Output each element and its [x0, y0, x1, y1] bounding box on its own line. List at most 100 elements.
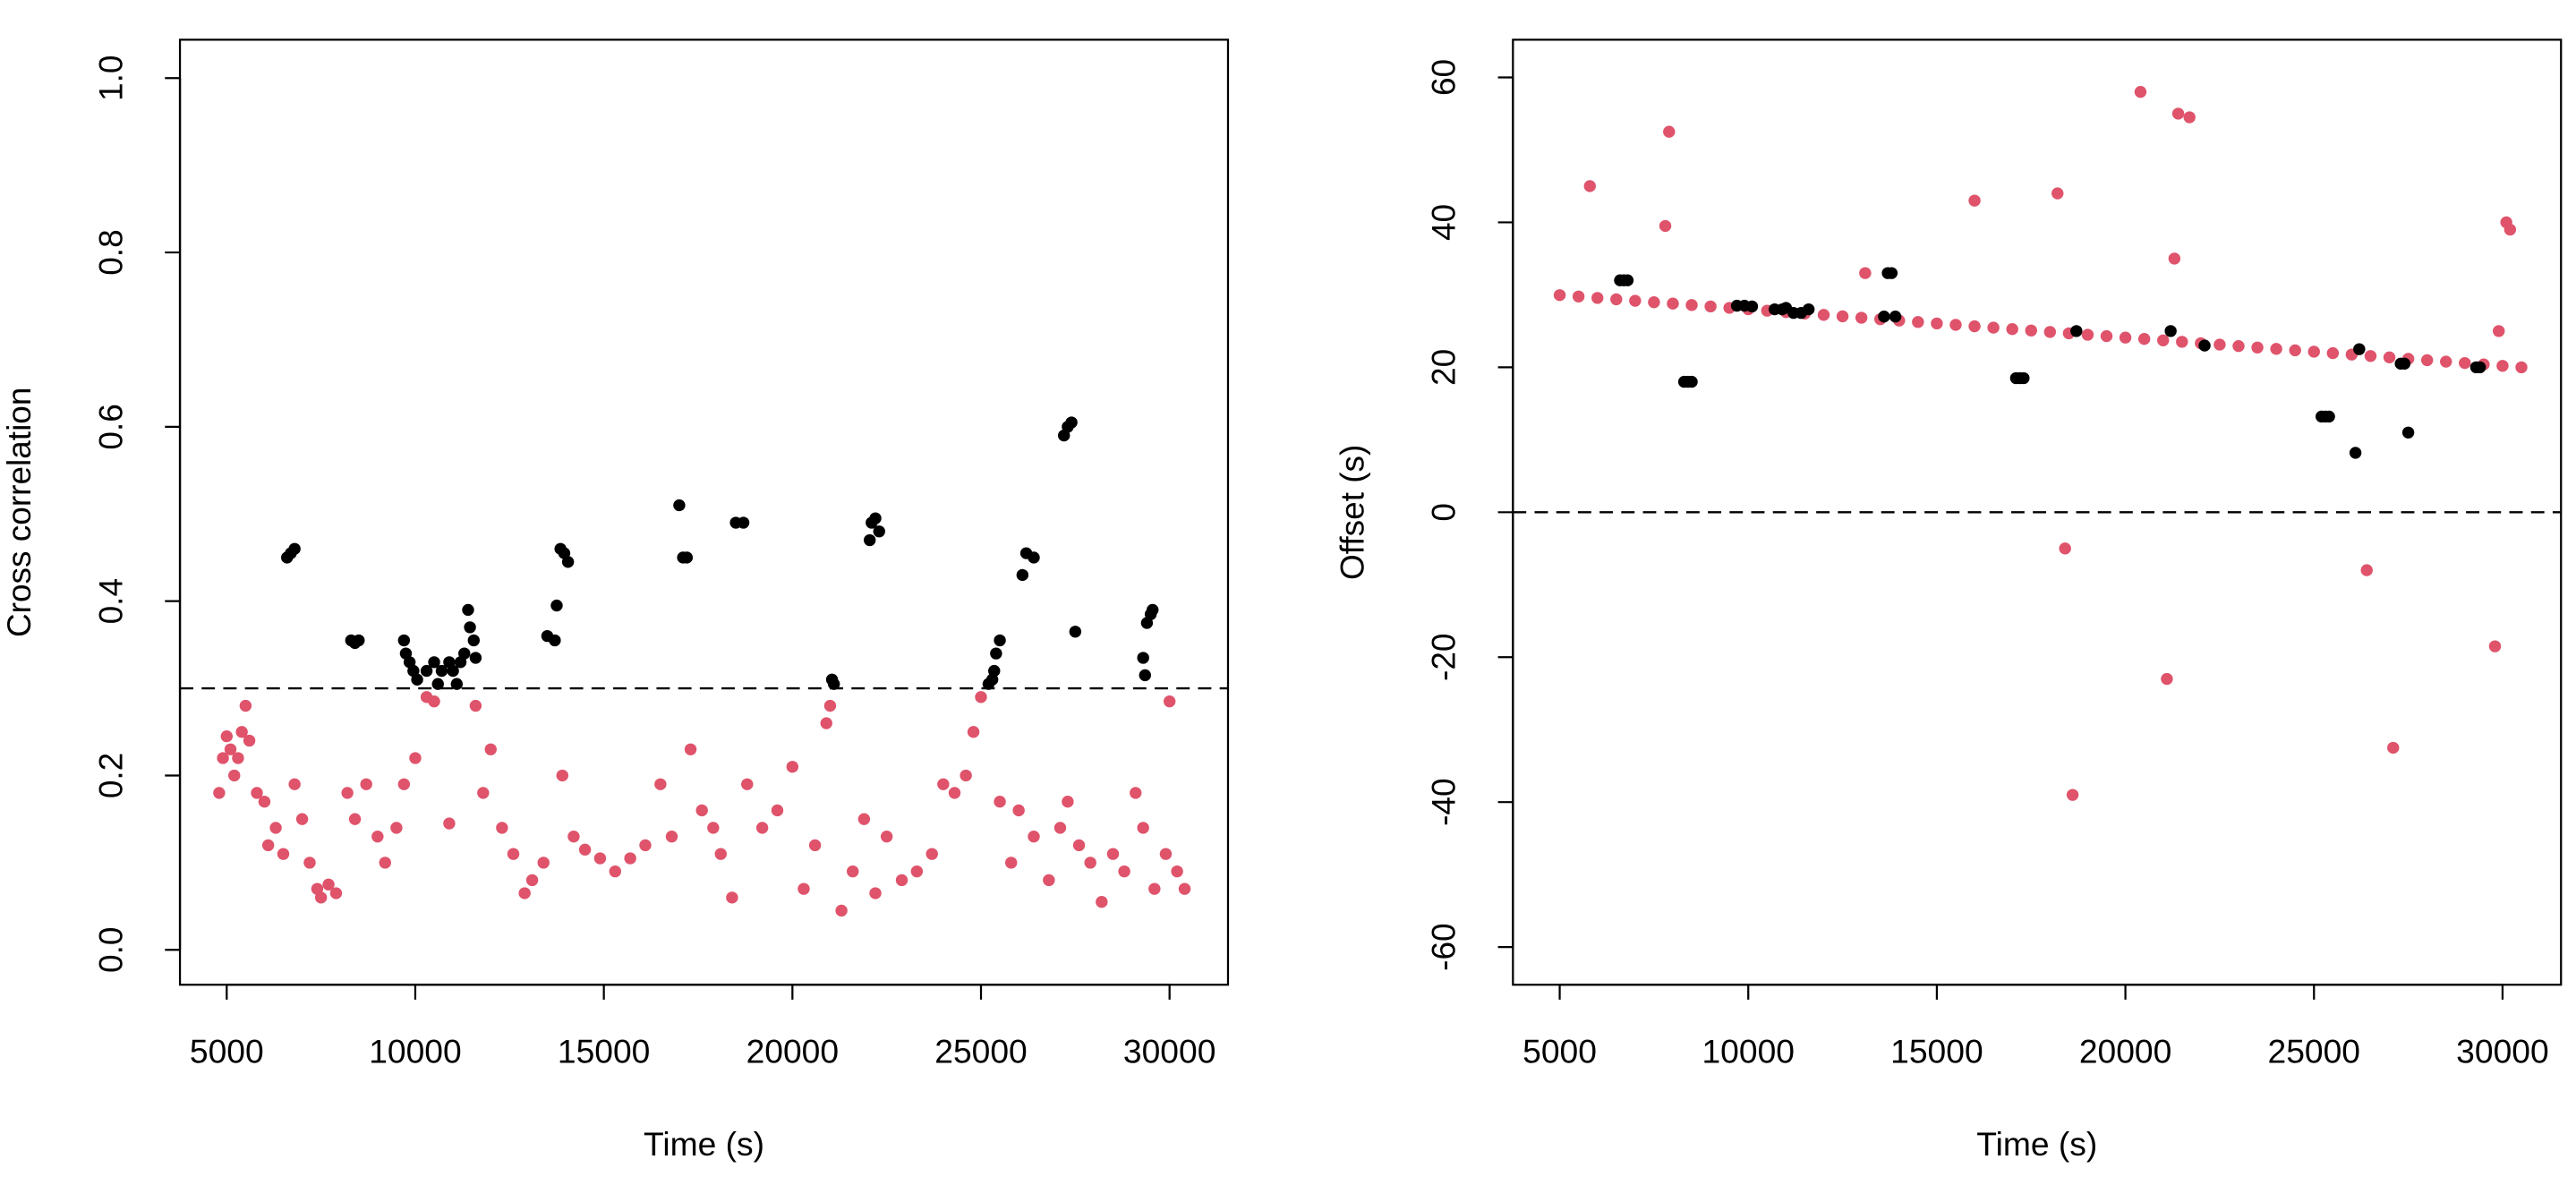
point	[1610, 293, 1623, 306]
point	[707, 822, 720, 834]
point	[1572, 290, 1585, 303]
x-tick-label: 25000	[2268, 1033, 2361, 1070]
point	[2017, 371, 2030, 385]
point	[880, 831, 893, 843]
y-tick-label: -20	[1425, 634, 1463, 681]
point	[409, 752, 422, 764]
point	[786, 761, 799, 773]
point	[2043, 326, 2057, 338]
point	[447, 664, 459, 678]
x-axis-label: Time (s)	[644, 1125, 764, 1163]
x-tick-label: 30000	[2456, 1033, 2549, 1070]
point	[2198, 339, 2211, 352]
point	[593, 852, 607, 865]
point	[2307, 345, 2320, 358]
point	[1912, 316, 1924, 328]
point	[2326, 346, 2340, 360]
y-tick-label: 1.0	[91, 55, 129, 101]
point	[518, 887, 531, 899]
point	[464, 621, 476, 634]
point	[303, 857, 316, 869]
point	[835, 904, 848, 917]
point	[1629, 294, 1642, 307]
point	[680, 551, 694, 564]
point	[2401, 426, 2415, 439]
plot-frame	[178, 38, 1230, 986]
point	[2066, 789, 2079, 801]
point	[2251, 341, 2264, 354]
point	[235, 726, 248, 738]
y-tick-label: 0.0	[91, 927, 129, 973]
point	[1659, 219, 1672, 233]
point	[2440, 355, 2452, 368]
point	[322, 878, 335, 891]
point	[1663, 125, 1676, 138]
point	[1130, 787, 1142, 799]
point	[561, 556, 575, 568]
y-tick-label: 0.8	[91, 229, 129, 275]
point	[371, 831, 384, 843]
point	[1889, 311, 1902, 323]
x-tick-label: 10000	[369, 1033, 462, 1070]
y-tick-label: 20	[1425, 349, 1463, 386]
point	[1163, 695, 1176, 708]
point	[873, 525, 885, 538]
point	[2137, 333, 2151, 345]
point	[910, 865, 924, 878]
x-tick-label: 15000	[1890, 1033, 1983, 1070]
point	[2364, 350, 2377, 362]
point	[2488, 640, 2502, 652]
point	[994, 796, 1006, 808]
point	[1159, 848, 1173, 860]
point	[2134, 86, 2147, 98]
point	[1028, 551, 1040, 564]
point	[550, 599, 563, 612]
point	[2183, 111, 2196, 124]
point	[820, 717, 832, 729]
x-tick-label: 10000	[1702, 1033, 1795, 1070]
point	[863, 533, 876, 547]
point	[925, 848, 938, 860]
point	[341, 787, 354, 799]
point	[726, 891, 738, 904]
point	[960, 769, 972, 782]
point	[261, 839, 275, 852]
point	[314, 891, 328, 904]
point	[1968, 194, 1981, 207]
point	[2168, 252, 2181, 265]
point	[1704, 300, 1717, 313]
x-axis-label: Time (s)	[1976, 1125, 2097, 1163]
point	[1931, 317, 1943, 330]
point	[2051, 187, 2064, 200]
point	[654, 778, 667, 790]
point	[1987, 321, 2000, 334]
point	[228, 769, 241, 782]
point	[2164, 325, 2177, 337]
y-tick-label: 0.2	[91, 753, 129, 798]
point	[239, 699, 252, 712]
point	[258, 796, 271, 808]
point	[295, 813, 309, 825]
y-tick-label: 40	[1425, 204, 1463, 241]
point	[567, 831, 580, 843]
point	[847, 865, 859, 878]
point	[348, 813, 362, 825]
point	[975, 691, 987, 703]
point	[1878, 311, 1890, 323]
point	[329, 887, 343, 899]
point	[1836, 310, 1849, 323]
point	[2353, 343, 2366, 355]
point	[1178, 882, 1191, 895]
point	[213, 787, 226, 799]
point	[443, 817, 456, 830]
point	[2059, 542, 2071, 555]
point	[2383, 351, 2396, 363]
point	[737, 516, 750, 529]
x-tick-label: 30000	[1123, 1033, 1216, 1070]
point	[895, 874, 908, 887]
point	[1148, 882, 1161, 895]
y-tick-label: 0	[1425, 503, 1463, 522]
point	[420, 664, 433, 678]
point	[994, 634, 1006, 647]
